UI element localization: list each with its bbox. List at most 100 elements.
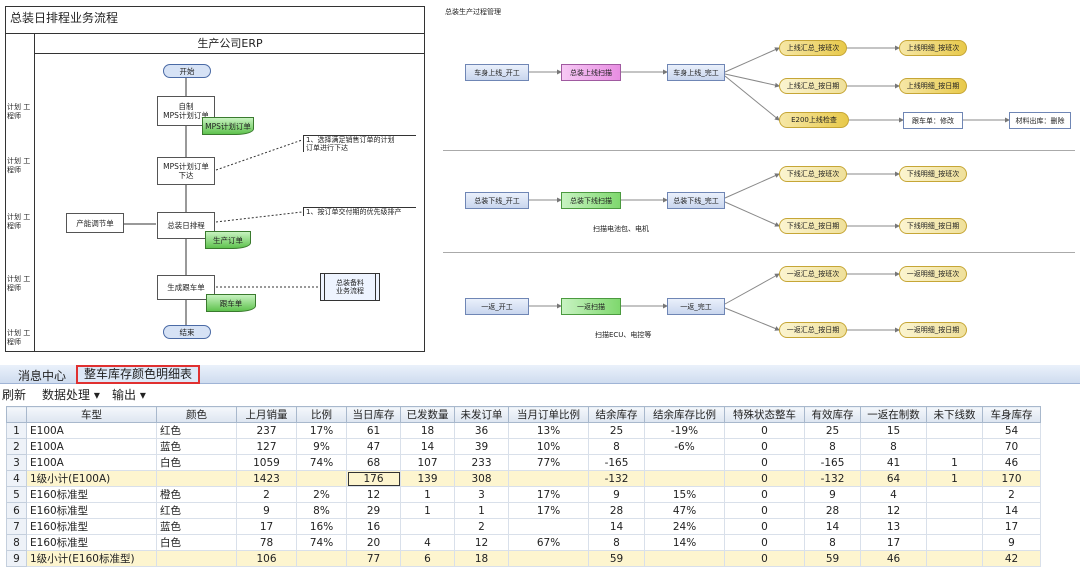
- table-cell[interactable]: 59: [804, 550, 861, 567]
- table-cell[interactable]: 14: [588, 518, 645, 535]
- assembly-offline-start[interactable]: 总装下线_开工: [465, 192, 529, 209]
- table-cell[interactable]: [644, 550, 725, 567]
- table-cell[interactable]: 36: [454, 422, 509, 439]
- table-row[interactable]: 2 E100A 蓝色 127 9% 47 14 39 10% 8 -6% 0 8 8 70: [6, 438, 1041, 455]
- table-cell[interactable]: 1: [926, 454, 983, 471]
- table-cell[interactable]: E160标准型: [26, 518, 157, 535]
- follow-doc-modify[interactable]: 跟车单：修改: [903, 112, 963, 129]
- table-cell[interactable]: 12: [346, 486, 401, 503]
- body-online-finish[interactable]: 车身上线_完工: [667, 64, 725, 81]
- table-cell[interactable]: 0: [724, 518, 805, 535]
- table-cell[interactable]: 0: [724, 550, 805, 567]
- table-cell[interactable]: -132: [804, 470, 861, 487]
- table-cell[interactable]: 14: [400, 438, 455, 455]
- table-cell[interactable]: 8: [588, 438, 645, 455]
- table-cell[interactable]: -165: [588, 454, 645, 471]
- export-menu[interactable]: 输出 ▾: [112, 388, 146, 402]
- table-cell[interactable]: 8%: [296, 502, 347, 519]
- table-cell[interactable]: 46: [982, 454, 1041, 471]
- table-cell[interactable]: 17: [236, 518, 297, 535]
- table-cell[interactable]: 2: [454, 518, 509, 535]
- return-finish[interactable]: 一返_完工: [667, 298, 725, 315]
- table-cell[interactable]: -165: [804, 454, 861, 471]
- column-header[interactable]: 颜色: [156, 406, 237, 423]
- table-cell[interactable]: 17%: [508, 502, 589, 519]
- table-cell[interactable]: [296, 550, 347, 567]
- table-cell[interactable]: 176: [346, 470, 401, 487]
- table-cell[interactable]: 9%: [296, 438, 347, 455]
- table-cell[interactable]: 17: [982, 518, 1041, 535]
- column-header[interactable]: 车型: [26, 406, 157, 423]
- return-scan[interactable]: 一返扫描: [561, 298, 621, 315]
- table-cell[interactable]: 59: [588, 550, 645, 567]
- table-cell[interactable]: 233: [454, 454, 509, 471]
- table-cell[interactable]: [400, 518, 455, 535]
- table-cell[interactable]: 1423: [236, 470, 297, 487]
- table-cell[interactable]: 2%: [296, 486, 347, 503]
- table-cell[interactable]: 蓝色: [156, 518, 237, 535]
- table-cell[interactable]: 61: [346, 422, 401, 439]
- table-cell[interactable]: 12: [860, 502, 927, 519]
- table-cell[interactable]: 3: [454, 486, 509, 503]
- table-cell[interactable]: 13: [860, 518, 927, 535]
- table-row[interactable]: 1 E100A 红色 237 17% 61 18 36 13% 25 -19% 0 25 15 54: [6, 422, 1041, 439]
- table-cell[interactable]: 1: [400, 486, 455, 503]
- online-detail-shift[interactable]: 上线明细_按班次: [899, 40, 967, 56]
- assembly-offline-finish[interactable]: 总装下线_完工: [667, 192, 725, 209]
- column-header[interactable]: 当月订单比例: [508, 406, 589, 423]
- table-cell[interactable]: 红色: [156, 422, 237, 439]
- table-row[interactable]: 3 E100A 白色 1059 74% 68 107 233 77% -165 0 -165 41 1 46: [6, 454, 1041, 471]
- table-cell[interactable]: 白色: [156, 454, 237, 471]
- table-cell[interactable]: [508, 470, 589, 487]
- table-row[interactable]: 5 E160标准型 橙色 2 2% 12 1 3 17% 9 15% 0 9 4 2: [6, 486, 1041, 503]
- table-cell[interactable]: E100A: [26, 422, 157, 439]
- table-cell[interactable]: E100A: [26, 438, 157, 455]
- table-cell[interactable]: [926, 534, 983, 551]
- table-cell[interactable]: 16%: [296, 518, 347, 535]
- table-cell[interactable]: 18: [454, 550, 509, 567]
- return-start[interactable]: 一返_开工: [465, 298, 529, 315]
- table-row[interactable]: 6 E160标准型 红色 9 8% 29 1 1 17% 28 47% 0 28 12 14: [6, 502, 1041, 519]
- table-cell[interactable]: 74%: [296, 454, 347, 471]
- table-cell[interactable]: [156, 470, 237, 487]
- table-cell[interactable]: [644, 470, 725, 487]
- table-cell[interactable]: 1059: [236, 454, 297, 471]
- table-cell[interactable]: 0: [724, 486, 805, 503]
- table-cell[interactable]: 70: [982, 438, 1041, 455]
- table-cell[interactable]: 4: [860, 486, 927, 503]
- tab-message-center[interactable]: 消息中心: [18, 369, 67, 383]
- table-cell[interactable]: 42: [982, 550, 1041, 567]
- table-cell[interactable]: 9: [236, 502, 297, 519]
- table-cell[interactable]: 8: [804, 438, 861, 455]
- column-header[interactable]: 比例: [296, 406, 347, 423]
- table-cell[interactable]: [508, 518, 589, 535]
- table-cell[interactable]: 46: [860, 550, 927, 567]
- column-header[interactable]: 已发数量: [400, 406, 455, 423]
- column-header[interactable]: 当日库存: [346, 406, 401, 423]
- table-cell[interactable]: 1级小计(E160标准型): [26, 550, 157, 567]
- table-cell[interactable]: E160标准型: [26, 486, 157, 503]
- online-detail-date[interactable]: 上线明细_按日期: [899, 78, 967, 94]
- return-detail-date[interactable]: 一返明细_按日期: [899, 322, 967, 338]
- table-cell[interactable]: 2: [982, 486, 1041, 503]
- table-cell[interactable]: 17%: [296, 422, 347, 439]
- table-cell[interactable]: 170: [982, 470, 1041, 487]
- table-cell[interactable]: 6: [400, 550, 455, 567]
- table-row[interactable]: 4 1级小计(E100A) 1423 176 139 308 -132 0 -132 64 1 170: [6, 470, 1041, 487]
- column-header[interactable]: 有效库存: [804, 406, 861, 423]
- table-row[interactable]: 9 1级小计(E160标准型) 106 77 6 18 59 0 59 46 42: [6, 550, 1041, 567]
- assembly-offline-scan[interactable]: 总装下线扫描: [561, 192, 621, 209]
- table-cell[interactable]: [926, 422, 983, 439]
- table-cell[interactable]: 29: [346, 502, 401, 519]
- table-cell[interactable]: 41: [860, 454, 927, 471]
- return-summary-shift[interactable]: 一返汇总_按班次: [779, 266, 847, 282]
- table-cell[interactable]: [508, 550, 589, 567]
- table-cell[interactable]: 9: [804, 486, 861, 503]
- table-row[interactable]: 7 E160标准型 蓝色 17 16% 16 2 14 24% 0 14 13 17: [6, 518, 1041, 535]
- table-cell[interactable]: 47%: [644, 502, 725, 519]
- table-cell[interactable]: -6%: [644, 438, 725, 455]
- table-cell[interactable]: 0: [724, 502, 805, 519]
- table-cell[interactable]: 橙色: [156, 486, 237, 503]
- return-detail-shift[interactable]: 一返明细_按班次: [899, 266, 967, 282]
- table-cell[interactable]: 17: [860, 534, 927, 551]
